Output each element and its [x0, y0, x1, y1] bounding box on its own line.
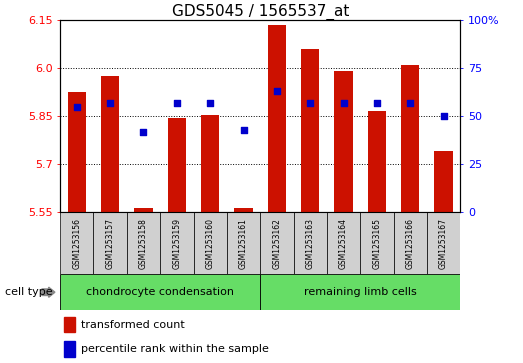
Text: GSM1253157: GSM1253157: [106, 218, 115, 269]
Text: GSM1253156: GSM1253156: [72, 218, 81, 269]
FancyBboxPatch shape: [160, 212, 194, 274]
Bar: [101, 76, 119, 212]
FancyBboxPatch shape: [227, 212, 260, 274]
Point: [73, 103, 81, 109]
Title: GDS5045 / 1565537_at: GDS5045 / 1565537_at: [172, 4, 349, 20]
FancyBboxPatch shape: [360, 212, 394, 274]
Text: GSM1253164: GSM1253164: [339, 218, 348, 269]
Text: GSM1253158: GSM1253158: [139, 218, 148, 269]
Text: GSM1253159: GSM1253159: [173, 218, 181, 269]
Bar: [64, 341, 75, 357]
Bar: [435, 151, 453, 212]
Point: [206, 100, 214, 106]
FancyBboxPatch shape: [260, 212, 293, 274]
FancyBboxPatch shape: [260, 274, 460, 310]
Text: GSM1253162: GSM1253162: [272, 218, 281, 269]
Text: GSM1253165: GSM1253165: [372, 218, 381, 269]
Bar: [368, 111, 386, 212]
Text: percentile rank within the sample: percentile rank within the sample: [82, 344, 269, 354]
FancyBboxPatch shape: [293, 212, 327, 274]
Point: [240, 127, 248, 132]
Text: transformed count: transformed count: [82, 319, 185, 330]
Bar: [168, 118, 186, 212]
Text: GSM1253160: GSM1253160: [206, 218, 214, 269]
Bar: [67, 92, 86, 212]
Text: GSM1253161: GSM1253161: [239, 218, 248, 269]
Text: cell type: cell type: [5, 287, 53, 297]
Bar: [268, 25, 286, 212]
Bar: [401, 65, 419, 212]
Bar: [64, 317, 75, 333]
Bar: [134, 208, 153, 212]
Bar: [201, 115, 219, 212]
Point: [139, 129, 147, 134]
Point: [272, 88, 281, 94]
Bar: [301, 49, 320, 212]
Point: [339, 100, 348, 106]
Text: GSM1253167: GSM1253167: [439, 218, 448, 269]
Point: [106, 100, 115, 106]
Text: GSM1253166: GSM1253166: [406, 218, 415, 269]
Bar: [234, 208, 253, 212]
FancyBboxPatch shape: [427, 212, 460, 274]
FancyBboxPatch shape: [127, 212, 160, 274]
Point: [373, 100, 381, 106]
FancyBboxPatch shape: [60, 274, 260, 310]
FancyBboxPatch shape: [394, 212, 427, 274]
Point: [406, 100, 414, 106]
Text: GSM1253163: GSM1253163: [306, 218, 315, 269]
FancyBboxPatch shape: [194, 212, 227, 274]
Bar: [334, 71, 353, 212]
Point: [439, 113, 448, 119]
Text: chondrocyte condensation: chondrocyte condensation: [86, 287, 234, 297]
FancyBboxPatch shape: [94, 212, 127, 274]
Point: [173, 100, 181, 106]
Point: [306, 100, 314, 106]
FancyBboxPatch shape: [327, 212, 360, 274]
Text: remaining limb cells: remaining limb cells: [304, 287, 417, 297]
FancyBboxPatch shape: [60, 212, 94, 274]
